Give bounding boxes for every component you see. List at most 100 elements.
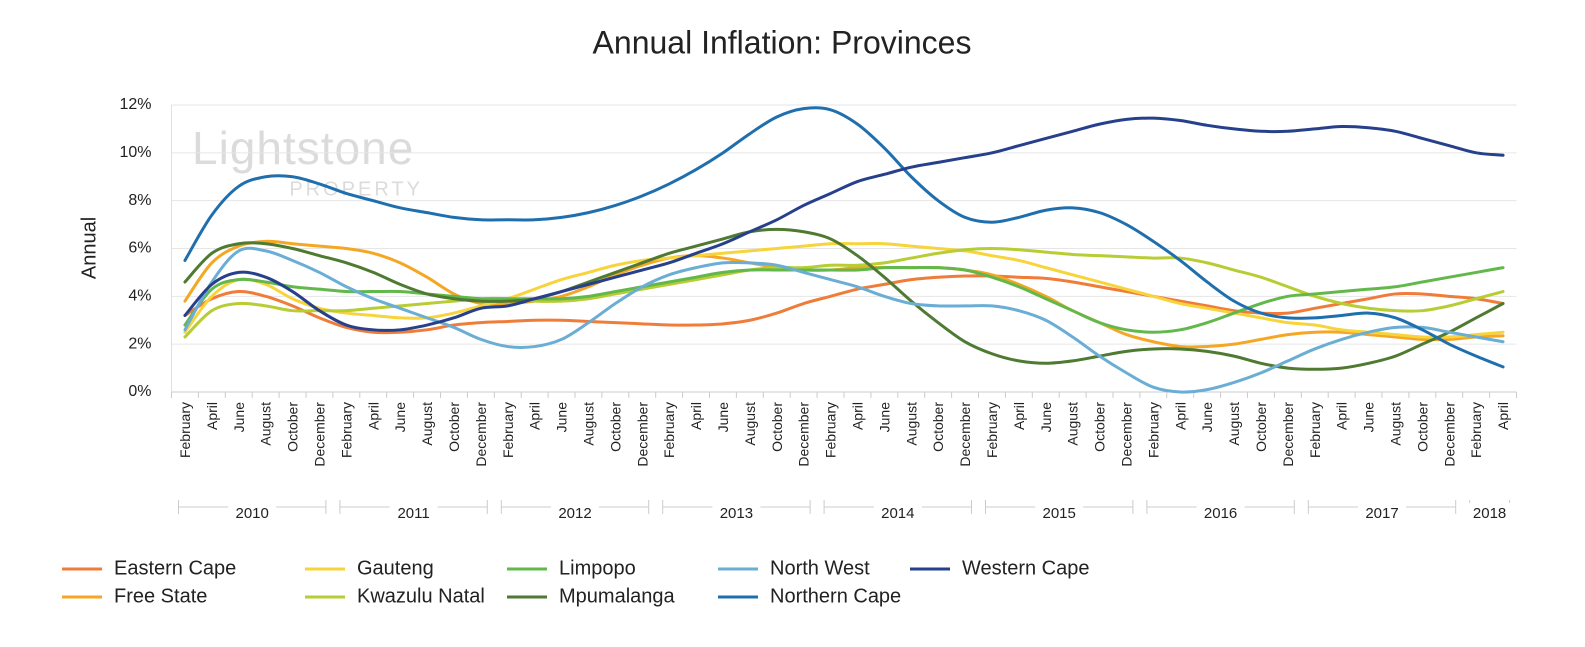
year-label: 2012 xyxy=(558,505,591,522)
x-tick-label: April xyxy=(1011,402,1027,430)
x-tick-label: December xyxy=(311,402,327,467)
legend-item: Free State xyxy=(62,585,207,607)
year-label-bg xyxy=(389,503,438,523)
year-label-bg xyxy=(873,503,922,523)
year-label: 2010 xyxy=(236,505,269,522)
chart-title: Annual Inflation: Provinces xyxy=(593,24,972,60)
legend-label: Kwazulu Natal xyxy=(357,585,485,607)
series-line xyxy=(183,247,1505,339)
x-tick-label: December xyxy=(634,402,650,467)
x-tick-label: August xyxy=(1065,402,1081,446)
year-label: 2016 xyxy=(1204,505,1237,522)
year-label-bg xyxy=(1465,503,1514,523)
legend-item: Eastern Cape xyxy=(62,557,236,579)
x-tick-label: April xyxy=(365,402,381,430)
year-label: 2017 xyxy=(1365,505,1398,522)
y-tick-label: 2% xyxy=(128,335,151,352)
legend-label: Western Cape xyxy=(962,557,1089,579)
x-tick-label: June xyxy=(554,402,570,433)
x-tick-label: October xyxy=(285,402,301,452)
legend-label: Free State xyxy=(114,585,207,607)
legend-label: Northern Cape xyxy=(770,585,901,607)
year-label: 2018 xyxy=(1473,505,1506,522)
legend-label: North West xyxy=(770,557,870,579)
legend-item: Mpumalanga xyxy=(507,585,676,607)
year-label-bg xyxy=(1196,503,1245,523)
x-tick-label: October xyxy=(446,402,462,452)
year-label-bg xyxy=(551,503,599,523)
x-tick-label: October xyxy=(930,402,946,452)
watermark-brand: Lightstone xyxy=(192,122,414,174)
watermark: Lightstone PROPERTY xyxy=(192,122,420,200)
x-tick-label: June xyxy=(715,402,731,433)
x-tick-label: February xyxy=(177,402,193,458)
x-tick-label: October xyxy=(1414,402,1430,452)
year-label-bg xyxy=(1035,503,1084,523)
legend-item: Northern Cape xyxy=(718,585,901,607)
x-tick-label: June xyxy=(392,402,408,433)
legend-label: Gauteng xyxy=(357,557,434,579)
x-tick-label: February xyxy=(500,402,516,458)
x-tick-label: June xyxy=(1361,402,1377,433)
x-tick-label: June xyxy=(1199,402,1215,433)
x-tick-label: April xyxy=(527,402,543,430)
series-line xyxy=(183,242,1505,339)
legend-item: Gauteng xyxy=(305,557,434,579)
series-line xyxy=(183,106,1505,369)
legend-label: Mpumalanga xyxy=(559,585,676,607)
x-tick-label: February xyxy=(1307,402,1323,458)
series-line xyxy=(183,246,1505,394)
series-line xyxy=(183,116,1505,332)
legend-label: Eastern Cape xyxy=(114,557,236,579)
y-tick-label: 12% xyxy=(119,96,151,113)
x-tick-label: December xyxy=(957,402,973,467)
series-line xyxy=(183,227,1505,371)
y-tick-label: 8% xyxy=(128,192,151,209)
x-tick-label: December xyxy=(1118,402,1134,467)
legend-item: North West xyxy=(718,557,870,579)
year-label: 2013 xyxy=(720,505,753,522)
x-tick-label: February xyxy=(338,402,354,458)
x-tick-label: April xyxy=(204,402,220,430)
legend-label: Limpopo xyxy=(559,557,636,579)
series-line xyxy=(183,265,1505,334)
x-tick-label: April xyxy=(1334,402,1350,430)
series-line xyxy=(183,274,1505,335)
x-tick-label: October xyxy=(607,402,623,452)
x-tick-label: August xyxy=(1226,402,1242,446)
x-tick-label: February xyxy=(823,402,839,458)
x-tick-label: February xyxy=(661,402,677,458)
y-axis-label: Annual xyxy=(78,217,100,279)
year-label-bg xyxy=(712,503,761,523)
x-tick-label: February xyxy=(1145,402,1161,458)
x-tick-label: February xyxy=(984,402,1000,458)
x-tick-label: August xyxy=(903,402,919,446)
x-tick-label: December xyxy=(1280,402,1296,467)
year-label: 2011 xyxy=(397,505,429,522)
x-tick-label: June xyxy=(231,402,247,433)
x-tick-label: December xyxy=(473,402,489,467)
x-tick-label: April xyxy=(1172,402,1188,430)
legend-item: Western Cape xyxy=(910,557,1089,579)
y-tick-label: 0% xyxy=(128,383,151,400)
y-tick-label: 10% xyxy=(119,144,151,161)
x-tick-label: August xyxy=(258,402,274,446)
x-tick-label: February xyxy=(1468,402,1484,458)
x-tick-label: April xyxy=(1495,402,1511,430)
x-tick-label: April xyxy=(849,402,865,430)
x-tick-label: August xyxy=(419,402,435,446)
y-tick-label: 4% xyxy=(128,288,151,305)
x-tick-label: October xyxy=(1092,402,1108,452)
x-tick-label: August xyxy=(742,402,758,446)
y-tick-label: 6% xyxy=(128,240,151,257)
year-label-bg xyxy=(228,503,277,523)
year-label-bg xyxy=(1358,503,1406,523)
legend-item: Limpopo xyxy=(507,557,636,579)
x-tick-label: August xyxy=(580,402,596,446)
legend-item: Kwazulu Natal xyxy=(305,585,485,607)
x-tick-label: April xyxy=(688,402,704,430)
year-label: 2015 xyxy=(1043,505,1076,522)
x-tick-label: June xyxy=(1038,402,1054,433)
x-tick-label: June xyxy=(876,402,892,433)
